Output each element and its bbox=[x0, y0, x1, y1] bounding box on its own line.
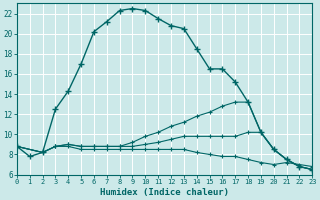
X-axis label: Humidex (Indice chaleur): Humidex (Indice chaleur) bbox=[100, 188, 229, 197]
